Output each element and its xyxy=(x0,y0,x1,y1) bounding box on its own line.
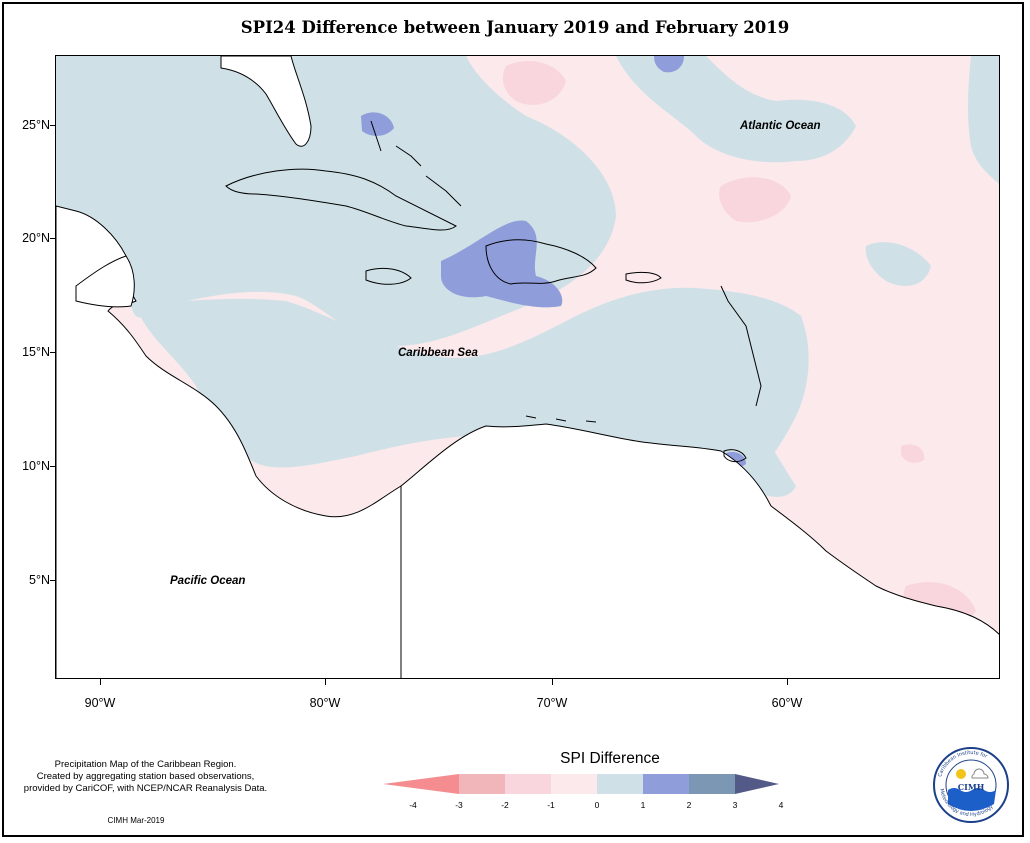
trinidad xyxy=(723,449,747,463)
blue-patch-east xyxy=(865,242,931,286)
legend-tick-label: 1 xyxy=(640,800,646,810)
land-masses xyxy=(56,56,999,678)
lat-label: 25°N xyxy=(22,118,50,132)
lon-label: 70°W xyxy=(536,696,568,710)
hispaniola-blue xyxy=(441,220,563,308)
south-america xyxy=(400,423,999,678)
legend-tick-label: 2 xyxy=(686,800,692,810)
legend-swatch xyxy=(551,774,597,794)
lon-label: 60°W xyxy=(771,696,803,710)
strong-positive-areas xyxy=(361,56,746,468)
atlantic-blue-patch xyxy=(654,56,684,73)
bahamas-a xyxy=(370,120,382,152)
pink-patch-north xyxy=(503,61,566,105)
legend-tick-label: -4 xyxy=(409,800,417,810)
bahamas-b xyxy=(395,145,422,167)
lon-tick xyxy=(325,679,326,685)
caribbean-sea-label: Caribbean Sea xyxy=(398,347,478,359)
logo-acronym: CIMH xyxy=(958,782,985,792)
spi-map xyxy=(56,56,999,678)
abc-islands xyxy=(525,415,597,423)
credit-text: CIMH Mar-2019 xyxy=(107,816,165,825)
map-title: SPI24 Difference between January 2019 an… xyxy=(240,18,790,37)
florida xyxy=(220,56,312,147)
east-edge-blue xyxy=(967,56,999,185)
lon-tick xyxy=(100,679,101,685)
legend-swatch xyxy=(459,774,505,794)
map-notes: Precipitation Map of the Caribbean Regio… xyxy=(8,759,283,795)
legend-tick-label: -3 xyxy=(455,800,463,810)
legend-tick-label: -2 xyxy=(501,800,509,810)
yucatan xyxy=(75,255,135,308)
waves-icon xyxy=(948,788,996,811)
pacific-ocean-label: Pacific Ocean xyxy=(170,575,246,587)
hispaniola xyxy=(485,239,597,285)
lat-label: 15°N xyxy=(22,345,50,359)
lon-label: 80°W xyxy=(309,696,341,710)
bahamas-blue-patch xyxy=(361,112,394,136)
southeast-blue-strip xyxy=(621,356,796,497)
puerto-rico xyxy=(625,271,662,284)
pink-patch-atlantic xyxy=(719,177,791,223)
lat-tick xyxy=(50,238,55,239)
lon-tick xyxy=(552,679,553,685)
lat-label: 20°N xyxy=(22,231,50,245)
lon-tick xyxy=(787,679,788,685)
legend-tick-label: -1 xyxy=(547,800,555,810)
legend-title: SPI Difference xyxy=(560,750,660,767)
atlantic-ocean-label: Atlantic Ocean xyxy=(740,120,821,132)
lat-tick xyxy=(50,466,55,467)
blue-patch-north xyxy=(806,110,851,134)
legend-swatch xyxy=(643,774,689,794)
legend-swatch xyxy=(689,774,735,794)
lat-tick xyxy=(50,580,55,581)
jamaica xyxy=(365,267,412,285)
legend-colorbar xyxy=(383,774,779,794)
cloud-icon xyxy=(971,768,989,779)
legend-swatch xyxy=(597,774,643,794)
legend-arrow-high xyxy=(735,774,779,794)
legend-arrow-low xyxy=(383,774,459,794)
notes-line: Created by aggregating station based obs… xyxy=(36,771,255,782)
legend-tick-label: 0 xyxy=(594,800,600,810)
pink-patch-east xyxy=(901,444,925,463)
islands xyxy=(225,120,762,463)
legend-tick-label: 3 xyxy=(732,800,738,810)
lesser-antilles xyxy=(720,285,762,407)
lat-label: 5°N xyxy=(29,573,50,587)
legend-swatch xyxy=(505,774,551,794)
sun-icon xyxy=(956,769,966,779)
lat-tick xyxy=(50,125,55,126)
notes-line: provided by CariCOF, with NCEP/NCAR Rean… xyxy=(23,783,268,794)
legend-swatches xyxy=(383,774,779,794)
bahamas-c xyxy=(425,175,462,207)
northern-atlantic-blue xyxy=(616,56,856,163)
lat-label: 10°N xyxy=(22,459,50,473)
map-panel: Atlantic Ocean Caribbean Sea Pacific Oce… xyxy=(55,55,1000,679)
cimh-logo: CIMH Caribbean Institute for Meteorology… xyxy=(933,747,1009,823)
notes-line: Precipitation Map of the Caribbean Regio… xyxy=(54,759,237,770)
legend-tick-label: 4 xyxy=(778,800,784,810)
cuba xyxy=(225,168,457,231)
lon-label: 90°W xyxy=(84,696,116,710)
lat-tick xyxy=(50,352,55,353)
